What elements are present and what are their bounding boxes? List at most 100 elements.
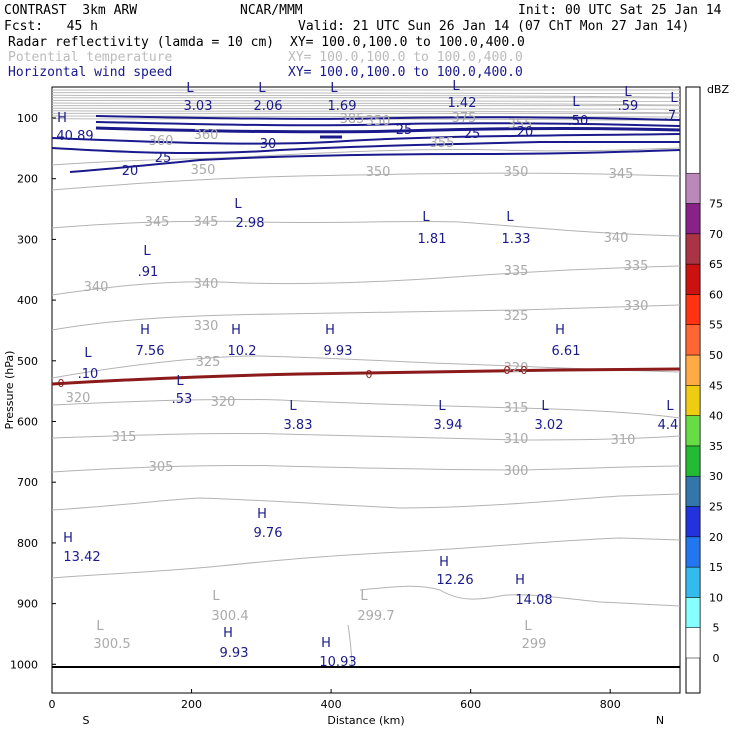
extremum-type: L: [234, 197, 242, 212]
upper-isentropes: [51, 89, 681, 122]
wind-label: 25: [396, 123, 413, 138]
extremum-type: H: [140, 323, 150, 338]
x-tick-label: 200: [181, 698, 202, 711]
extremum-value: .10: [78, 367, 99, 382]
forecast-hour: Fcst: 45 h: [4, 19, 98, 34]
colorbar-swatch: [685, 597, 701, 628]
theta-labels: 385 375 350 360 355 360 355 350 350 350 345 345 345 3…: [66, 111, 649, 479]
colorbar-tick-label: 20: [709, 531, 723, 544]
colorbar-swatch: [685, 475, 701, 507]
y-tick-label: 900: [17, 598, 38, 611]
upper-isentrope-line: [51, 94, 681, 98]
extremum-value: 2.06: [254, 99, 283, 114]
colorbar-swatch: [685, 506, 701, 538]
model-title: CONTRAST 3km ARW: [4, 3, 138, 18]
colorbar-swatch: [685, 203, 701, 235]
colorbar-tick-label: 55: [709, 319, 723, 332]
theta-label: 350: [504, 165, 529, 180]
axes: 0 200 400 600 800100200300400500600700800900…: [3, 112, 664, 727]
extremum-value: 1.42: [448, 96, 477, 111]
extremum-value: 299.7: [357, 609, 394, 624]
wind-label: 20: [122, 164, 139, 179]
theta-label: 340: [194, 277, 219, 292]
y-tick-label: 800: [17, 537, 38, 550]
extremum-type: H: [515, 573, 525, 588]
extremum-value: 3.83: [284, 418, 313, 433]
colorbar: 0 5 10 15 20 25 30 35 40 45 50 55 60 65 70 75 dBZ: [685, 83, 729, 694]
theta-label: 345: [609, 167, 634, 182]
colorbar-tick-label: 5: [713, 622, 720, 635]
extremum-value: 1.81: [418, 232, 447, 247]
north-label: N: [656, 714, 664, 727]
extremum-value: 1.69: [328, 99, 357, 114]
colorbar-swatch: [685, 415, 701, 447]
extremum-value: 9.93: [324, 344, 353, 359]
upper-isentrope-line: [51, 89, 681, 91]
theta-label: 345: [194, 215, 219, 230]
extremum-value: 3.94: [434, 418, 463, 433]
y-tick-label: 400: [17, 294, 38, 307]
extremum-value: 2.98: [236, 216, 265, 231]
extremum-type: L: [541, 399, 549, 414]
wind-label: 20: [517, 125, 534, 140]
upper-isentrope-line: [51, 112, 681, 115]
colorbar-swatch: [685, 536, 701, 568]
extremum-type: H: [57, 111, 67, 126]
wind-label: 25: [464, 127, 481, 142]
extremum-type: L: [212, 589, 220, 604]
colorbar-tick-label: 30: [709, 470, 723, 483]
extremum-type: H: [223, 626, 233, 641]
extremum-value: .7: [664, 109, 676, 124]
extremum-value: 4.4: [658, 418, 679, 433]
colorbar-swatch: [685, 172, 701, 204]
theta-label: 320: [66, 391, 91, 406]
extremum-value: 10.2: [228, 344, 257, 359]
colorbar-tick-label: 60: [709, 288, 723, 301]
freezing-level-line: [51, 367, 681, 386]
theta-label: 305: [149, 460, 174, 475]
extremum-value: 40.89: [56, 129, 93, 144]
colorbar-swatch: [685, 627, 701, 659]
theta-label: 330: [624, 299, 649, 314]
extremum-type: L: [572, 95, 580, 110]
colorbar-tick-label: 0: [713, 652, 720, 665]
theta-label: 385: [340, 112, 365, 127]
field2-xy: XY= 100.0,100.0 to 100.0,400.0: [288, 50, 523, 65]
extremum-type: H: [439, 555, 449, 570]
theta-label: 335: [624, 259, 649, 274]
colorbar-swatch: [685, 324, 701, 356]
wind-labels: 20 25 30 25 25 20: [122, 123, 534, 179]
theta-label: 300: [504, 464, 529, 479]
extremum-type: H: [325, 323, 335, 338]
extremum-value: 13.42: [63, 550, 100, 565]
theta-label: 310: [611, 433, 636, 448]
extremum-type: L: [452, 79, 460, 94]
extremum-type: L: [524, 619, 532, 634]
plot-frame: [51, 86, 681, 694]
theta-label: 340: [84, 280, 109, 295]
extremum-value: 300.4: [211, 609, 248, 624]
field1-xy: XY= 100.0,100.0 to 100.0,400.0: [290, 35, 525, 50]
theta-label: 330: [194, 319, 219, 334]
wind-label: 25: [155, 151, 172, 166]
upper-isentrope-line: [51, 97, 681, 99]
colorbar-swatch: [685, 566, 701, 598]
extremum-value: 299: [522, 637, 547, 652]
org-label: NCAR/MMM: [240, 3, 303, 18]
y-tick-label: 300: [17, 233, 38, 246]
theta-label: 315: [112, 430, 137, 445]
extremum-type: H: [555, 323, 565, 338]
extremum-value: 9.93: [220, 646, 249, 661]
extremum-value: .59: [618, 99, 639, 114]
freezing-labels: 00 0 0: [58, 364, 528, 390]
colorbar-tick-label: 25: [709, 501, 723, 514]
extremum-value: 14.08: [515, 593, 552, 608]
x-tick-label: 800: [600, 698, 621, 711]
extremum-value: 12.26: [436, 573, 473, 588]
upper-isentrope-line: [51, 110, 681, 114]
theta-label: 355: [430, 136, 455, 151]
y-tick-label: 1000: [10, 658, 38, 671]
theta-label: 310: [504, 432, 529, 447]
colorbar-swatch: [685, 233, 701, 265]
freezing-label: 0: [366, 368, 373, 381]
